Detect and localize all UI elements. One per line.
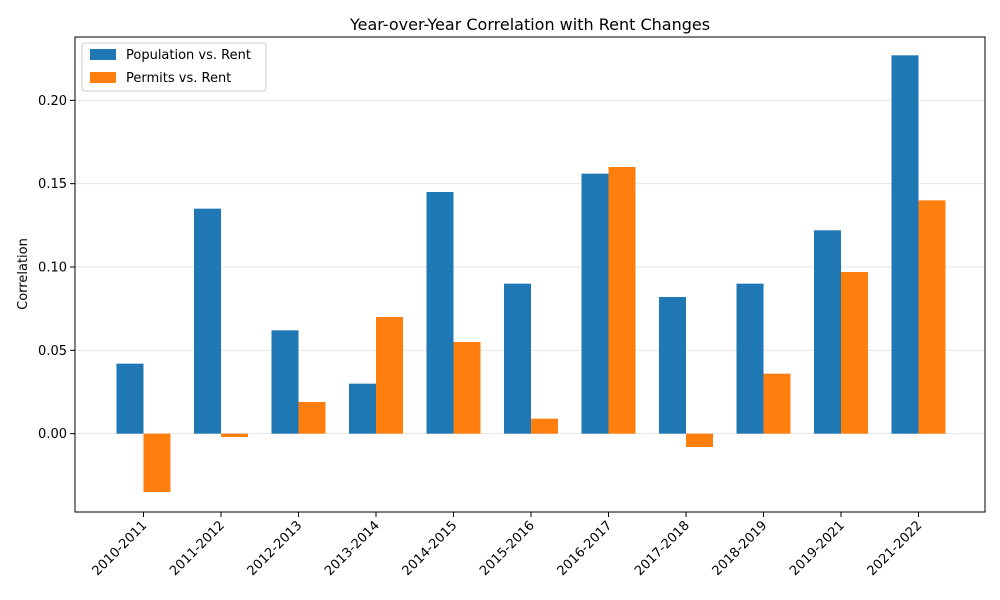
axes (74, 36, 986, 513)
bars (116, 55, 946, 492)
y-tick-label: 0.00 (38, 427, 67, 442)
y-tick-label: 0.05 (38, 344, 67, 359)
plot-frame (74, 36, 986, 513)
legend-swatch-permits (90, 72, 116, 83)
chart-title: Year-over-Year Correlation with Rent Cha… (349, 15, 710, 34)
legend-label-population: Population vs. Rent (126, 48, 251, 63)
bar-permits-2014-2015 (453, 342, 481, 434)
bar-permits-2019-2021 (841, 272, 868, 434)
bar-permits-2017-2018 (686, 433, 713, 447)
legend-box (81, 42, 267, 92)
legend-swatch-population (90, 49, 116, 60)
legend: Population vs. Rent Permits vs. Rent (81, 42, 267, 92)
y-tick-label: 0.15 (38, 177, 67, 192)
bar-population-2019-2021 (814, 230, 841, 434)
bar-permits-2015-2016 (531, 418, 558, 434)
bar-permits-2018-2019 (763, 373, 791, 434)
bar-population-2010-2011 (116, 363, 144, 434)
bar-population-2018-2019 (736, 283, 764, 434)
y-axis-ticks: 0.00 0.05 0.10 0.15 0.20 (38, 94, 75, 442)
y-tick-label: 0.10 (38, 261, 67, 276)
bar-population-2014-2015 (426, 192, 454, 434)
bar-permits-2011-2012 (221, 433, 248, 437)
bar-population-2013-2014 (349, 383, 376, 434)
bar-population-2017-2018 (659, 297, 686, 434)
bar-permits-2013-2014 (376, 317, 403, 434)
bar-population-2011-2012 (194, 208, 221, 434)
bar-permits-2016-2017 (608, 167, 636, 434)
bar-population-2021-2022 (891, 55, 919, 434)
legend-label-permits: Permits vs. Rent (126, 71, 231, 86)
bar-population-2016-2017 (581, 173, 609, 434)
y-axis-title: Correlation (16, 238, 31, 310)
bar-permits-2021-2022 (918, 200, 946, 434)
bar-population-2015-2016 (504, 283, 531, 434)
bar-population-2012-2013 (271, 330, 299, 434)
y-tick-label: 0.20 (38, 94, 67, 109)
bar-permits-2012-2013 (298, 402, 326, 434)
bar-permits-2010-2011 (143, 433, 171, 492)
